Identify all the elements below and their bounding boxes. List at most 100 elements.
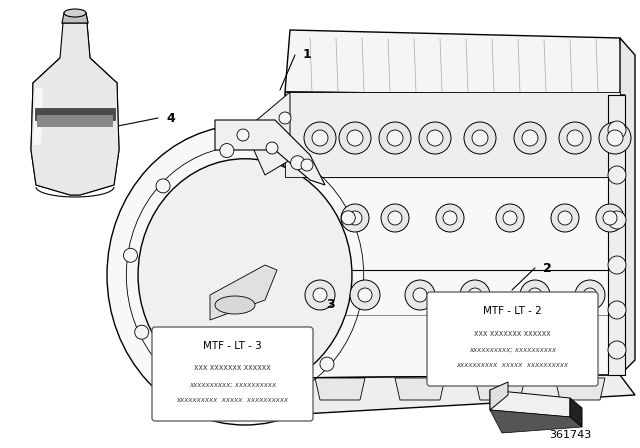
Circle shape: [599, 122, 631, 154]
Circle shape: [607, 130, 623, 146]
Circle shape: [436, 204, 464, 232]
Circle shape: [405, 280, 435, 310]
Circle shape: [583, 288, 597, 302]
Circle shape: [256, 392, 270, 406]
Circle shape: [551, 204, 579, 232]
Text: 3: 3: [326, 298, 335, 311]
Circle shape: [341, 204, 369, 232]
Circle shape: [596, 204, 624, 232]
Circle shape: [350, 280, 380, 310]
Polygon shape: [35, 108, 115, 120]
Circle shape: [608, 166, 626, 184]
Circle shape: [312, 130, 328, 146]
Circle shape: [305, 280, 335, 310]
Bar: [37, 115, 113, 127]
Polygon shape: [280, 92, 625, 378]
Circle shape: [291, 156, 305, 170]
Polygon shape: [33, 88, 43, 145]
Circle shape: [520, 280, 550, 310]
FancyBboxPatch shape: [152, 327, 313, 421]
Polygon shape: [31, 23, 119, 195]
Text: xxxxxxxxxx; xxxxxxxxxx: xxxxxxxxxx; xxxxxxxxxx: [189, 382, 276, 388]
Circle shape: [347, 130, 363, 146]
Circle shape: [358, 288, 372, 302]
Circle shape: [558, 211, 572, 225]
Polygon shape: [215, 120, 325, 185]
Circle shape: [559, 122, 591, 154]
Polygon shape: [490, 382, 508, 410]
Circle shape: [413, 288, 427, 302]
Text: xxxxxxxxxx  xxxxx  xxxxxxxxxx: xxxxxxxxxx xxxxx xxxxxxxxxx: [177, 397, 289, 403]
Circle shape: [301, 159, 313, 171]
Polygon shape: [315, 378, 365, 400]
Polygon shape: [395, 378, 445, 400]
Circle shape: [124, 248, 138, 262]
Circle shape: [387, 130, 403, 146]
Circle shape: [575, 280, 605, 310]
Text: 361743: 361743: [549, 430, 591, 440]
Circle shape: [608, 211, 626, 229]
Polygon shape: [490, 410, 582, 433]
Circle shape: [237, 129, 249, 141]
Polygon shape: [62, 13, 88, 23]
Text: 4: 4: [166, 112, 175, 125]
Circle shape: [419, 122, 451, 154]
Circle shape: [381, 204, 409, 232]
Text: MTF - LT - 3: MTF - LT - 3: [203, 341, 262, 351]
Circle shape: [608, 301, 626, 319]
Text: 1: 1: [303, 48, 312, 61]
Text: xxxxxxxxxx  xxxxx  xxxxxxxxxx: xxxxxxxxxx xxxxx xxxxxxxxxx: [456, 362, 568, 368]
Polygon shape: [490, 390, 570, 417]
Text: xxxxxxxxxx; xxxxxxxxxx: xxxxxxxxxx; xxxxxxxxxx: [469, 347, 556, 353]
Bar: [608, 95, 625, 375]
Ellipse shape: [215, 296, 255, 314]
Circle shape: [339, 122, 371, 154]
Text: MTF - LT - 2: MTF - LT - 2: [483, 306, 542, 316]
Circle shape: [156, 179, 170, 193]
Circle shape: [522, 130, 538, 146]
Circle shape: [460, 280, 490, 310]
Circle shape: [472, 130, 488, 146]
Polygon shape: [280, 375, 635, 415]
Circle shape: [320, 357, 334, 371]
Text: 2: 2: [543, 262, 552, 275]
Circle shape: [496, 204, 524, 232]
Circle shape: [279, 112, 291, 124]
Polygon shape: [245, 92, 290, 175]
Circle shape: [443, 211, 457, 225]
Polygon shape: [570, 398, 582, 427]
Text: xxx xxxxxxx xxxxxx: xxx xxxxxxx xxxxxx: [194, 363, 271, 372]
FancyBboxPatch shape: [427, 292, 598, 386]
Text: xxx xxxxxxx xxxxxx: xxx xxxxxxx xxxxxx: [474, 328, 551, 337]
Circle shape: [503, 211, 517, 225]
Ellipse shape: [64, 9, 86, 17]
Circle shape: [186, 380, 200, 394]
Circle shape: [528, 288, 542, 302]
Polygon shape: [210, 265, 277, 320]
Bar: [285, 92, 620, 177]
Polygon shape: [475, 378, 525, 400]
Circle shape: [348, 211, 362, 225]
Polygon shape: [285, 30, 625, 95]
Circle shape: [608, 341, 626, 359]
Circle shape: [379, 122, 411, 154]
Circle shape: [468, 288, 482, 302]
Circle shape: [608, 256, 626, 274]
Circle shape: [464, 122, 496, 154]
Circle shape: [341, 211, 355, 225]
Circle shape: [514, 122, 546, 154]
Ellipse shape: [138, 159, 352, 391]
Circle shape: [427, 130, 443, 146]
Circle shape: [603, 211, 617, 225]
Circle shape: [313, 288, 327, 302]
Circle shape: [220, 143, 234, 158]
Circle shape: [266, 142, 278, 154]
Circle shape: [304, 122, 336, 154]
Ellipse shape: [107, 125, 383, 425]
Circle shape: [567, 130, 583, 146]
Circle shape: [608, 121, 626, 139]
Circle shape: [134, 325, 148, 339]
Polygon shape: [620, 38, 635, 375]
Polygon shape: [555, 378, 605, 400]
Circle shape: [388, 211, 402, 225]
